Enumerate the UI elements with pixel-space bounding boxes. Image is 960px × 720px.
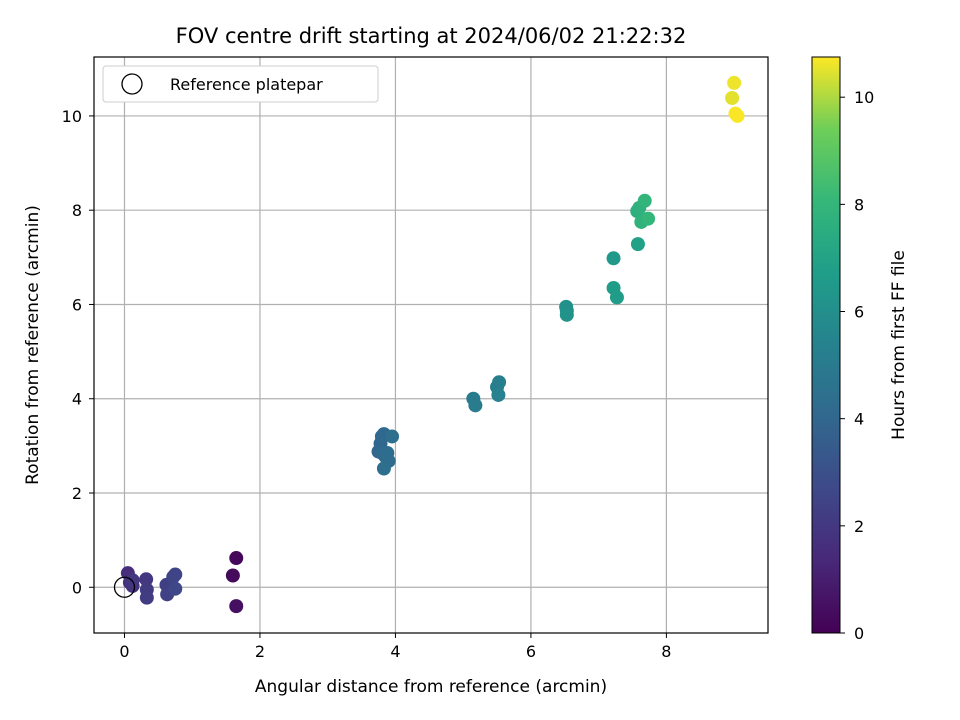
reference-marker-layer (113, 576, 136, 598)
data-point (725, 91, 740, 106)
legend-entry-reference-platepar: Reference platepar (170, 75, 323, 94)
legend-marker-icon (121, 73, 143, 95)
colorbar-tick-label: 4 (854, 410, 864, 429)
data-point (166, 569, 181, 584)
axis-ticks: 0 2 4 6 8 0 2 4 6 8 10 (62, 107, 672, 661)
y-axis-label: Rotation from reference (arcmin) (23, 205, 43, 485)
x-tick-label: 0 (119, 642, 129, 661)
data-point (468, 398, 483, 413)
data-point (730, 108, 745, 123)
data-point (609, 290, 624, 305)
data-point (229, 599, 244, 614)
data-point (139, 590, 154, 605)
reference-platepar-marker (113, 576, 136, 598)
y-tick-label: 6 (72, 295, 82, 314)
y-tick-label: 2 (72, 484, 82, 503)
plot-frame (93, 56, 769, 634)
data-point (385, 429, 400, 444)
data-point (229, 551, 244, 566)
data-point (559, 307, 574, 322)
colorbar-tick-label: 6 (854, 303, 864, 322)
data-point (225, 568, 240, 583)
data-point (139, 572, 154, 587)
data-point (727, 75, 742, 90)
x-tick-label: 4 (390, 642, 400, 661)
colorbar-gradient (811, 56, 841, 634)
x-axis-label: Angular distance from reference (arcmin) (255, 677, 607, 697)
colorbar: 0 2 4 6 8 10 Hours from first FF file (811, 56, 909, 643)
data-point (125, 573, 140, 588)
x-tick-label: 8 (661, 642, 671, 661)
y-tick-label: 8 (72, 201, 82, 220)
colorbar-ticks: 0 2 4 6 8 10 (840, 88, 874, 643)
chart-title: FOV centre drift starting at 2024/06/02 … (176, 24, 687, 48)
plot-area (94, 57, 768, 633)
y-tick-label: 10 (62, 107, 82, 126)
x-tick-label: 2 (255, 642, 265, 661)
data-point (168, 581, 183, 596)
data-point (630, 237, 645, 252)
y-tick-label: 0 (72, 578, 82, 597)
data-points (120, 75, 745, 614)
legend-box (102, 65, 379, 103)
data-point (376, 461, 391, 476)
legend: Reference platepar (102, 65, 379, 103)
data-point (491, 387, 506, 402)
colorbar-tick-label: 0 (854, 624, 864, 643)
grid-lines (94, 57, 768, 633)
data-point (637, 193, 652, 208)
y-tick-label: 4 (72, 390, 82, 409)
x-tick-label: 6 (526, 642, 536, 661)
colorbar-tick-label: 10 (854, 88, 874, 107)
colorbar-tick-label: 8 (854, 195, 864, 214)
colorbar-tick-label: 2 (854, 517, 864, 536)
data-point (641, 211, 656, 226)
data-point (492, 375, 507, 390)
data-point (606, 251, 621, 266)
colorbar-label: Hours from first FF file (889, 250, 909, 440)
